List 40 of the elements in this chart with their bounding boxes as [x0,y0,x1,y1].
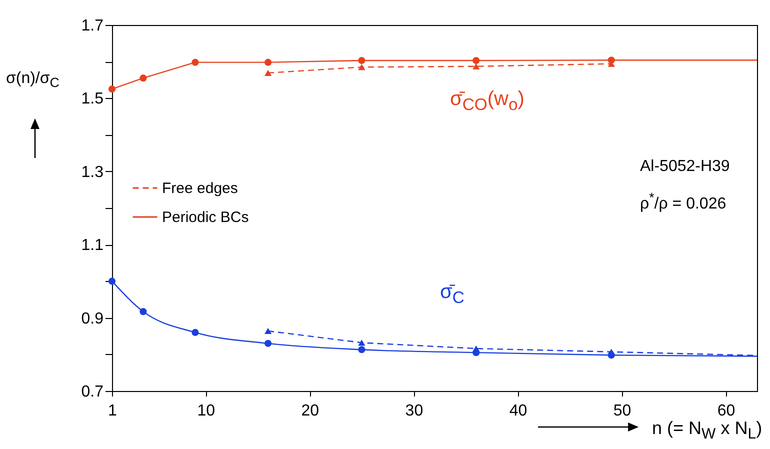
point [108,86,116,93]
point [108,278,116,285]
point [608,56,615,64]
x-axis-title: n (= N$_{W}$ x N$_{L}$) [652,418,762,443]
x-tick-label: 60 [717,402,736,420]
point [264,340,272,347]
y-tick-label: 1.5 [81,90,104,108]
point [358,56,366,64]
legend-label: Free edges [162,180,238,197]
annotation: σ̄$_{C}$ [440,281,464,308]
point [608,352,615,359]
y-tick-label: 1.7 [81,18,104,34]
y-axis-title: σ(n)/σ$_{C}$ [6,70,60,90]
point [472,349,480,356]
x-tick-label: 1 [108,402,118,420]
point [140,74,147,82]
annotation: ρ$^{*}$/ρ = 0.026 [640,190,726,214]
point [264,58,272,66]
y-tick-label: 1.1 [81,237,104,254]
x-tick-label: 40 [509,402,528,420]
annotation: σ̄$_{CO}$(w$_{o}$) [450,88,524,115]
point [358,340,366,346]
y-tick-label: 0.9 [81,310,104,328]
point [192,328,199,336]
annotation: Al-5052-H39 [640,158,730,176]
legend-label: Periodic BCs [162,209,249,226]
point [358,64,366,70]
x-tick-label: 50 [613,402,632,420]
point [140,308,147,316]
point [472,63,480,70]
y-tick-label: 0.7 [81,384,104,400]
point [472,56,480,64]
point [192,58,199,66]
point [358,346,366,354]
x-tick-label: 20 [301,402,320,420]
point [264,70,272,76]
point [264,328,272,334]
x-tick-label: 10 [197,402,216,420]
y-tick-label: 1.3 [81,164,104,181]
x-tick-label: 30 [405,402,424,420]
